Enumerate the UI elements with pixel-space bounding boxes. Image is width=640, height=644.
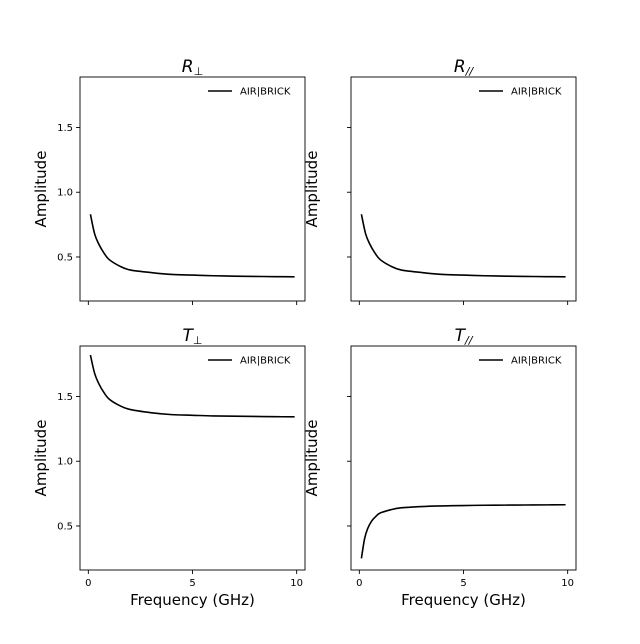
y-tick-label: 0.5 bbox=[57, 252, 73, 263]
series-line bbox=[360, 214, 566, 278]
y-tick-label: 1.0 bbox=[57, 457, 73, 468]
subplot-title: R// bbox=[454, 57, 475, 78]
plot-frame bbox=[79, 76, 306, 302]
subplot-title: R⊥ bbox=[182, 57, 203, 78]
legend-label: AIR|BRICK bbox=[240, 87, 291, 98]
y-axis-label: Amplitude bbox=[303, 151, 321, 228]
plot-frame bbox=[79, 345, 306, 571]
y-tick-label: 0.5 bbox=[57, 521, 73, 532]
subplot-4: T// 0 5 10 Amplitude Frequency (GHz) AIR|BRICK bbox=[303, 326, 577, 609]
x-tick-label: 10 bbox=[561, 578, 574, 589]
subplot-2: R// Amplitude AIR|BRICK bbox=[303, 57, 577, 305]
title-symbol: R bbox=[182, 57, 194, 77]
x-tick-label: 5 bbox=[460, 578, 466, 589]
title-symbol: T bbox=[183, 326, 195, 346]
subplot-title: T// bbox=[455, 326, 474, 347]
plot-frame bbox=[350, 345, 577, 571]
y-axis-label: Amplitude bbox=[32, 151, 50, 228]
x-tick-label: 5 bbox=[189, 578, 195, 589]
y-tick-label: 1.0 bbox=[57, 188, 73, 199]
legend-label: AIR|BRICK bbox=[240, 356, 291, 367]
legend-label: AIR|BRICK bbox=[511, 87, 562, 98]
subplot-title: T⊥ bbox=[183, 326, 203, 347]
y-axis-label: Amplitude bbox=[303, 420, 321, 497]
series-line bbox=[360, 503, 566, 559]
x-tick-label: 0 bbox=[85, 578, 91, 589]
title-symbol: T bbox=[455, 326, 467, 346]
y-tick-label: 1.5 bbox=[57, 392, 73, 403]
legend-label: AIR|BRICK bbox=[511, 356, 562, 367]
title-subscript: // bbox=[465, 65, 475, 78]
subplot-3: T⊥ 0 5 10 0.5 1.0 1.5 Amplitude Frequency (GHz) A… bbox=[32, 326, 306, 609]
title-subscript: ⊥ bbox=[193, 334, 203, 347]
y-tick-label: 1.5 bbox=[57, 123, 73, 134]
subplot-1: R⊥ 0.5 1.0 1.5 Amplitude AIR|BRICK bbox=[32, 57, 306, 305]
title-subscript: ⊥ bbox=[194, 65, 204, 78]
x-tick-label: 10 bbox=[290, 578, 303, 589]
x-axis-label: Frequency (GHz) bbox=[401, 591, 526, 609]
series-line bbox=[89, 354, 295, 418]
title-symbol: R bbox=[454, 57, 466, 77]
title-subscript: // bbox=[464, 334, 474, 347]
x-axis-label: Frequency (GHz) bbox=[130, 591, 255, 609]
series-line bbox=[89, 214, 295, 278]
plot-frame bbox=[350, 76, 577, 302]
x-tick-label: 0 bbox=[356, 578, 362, 589]
y-axis-label: Amplitude bbox=[32, 420, 50, 497]
